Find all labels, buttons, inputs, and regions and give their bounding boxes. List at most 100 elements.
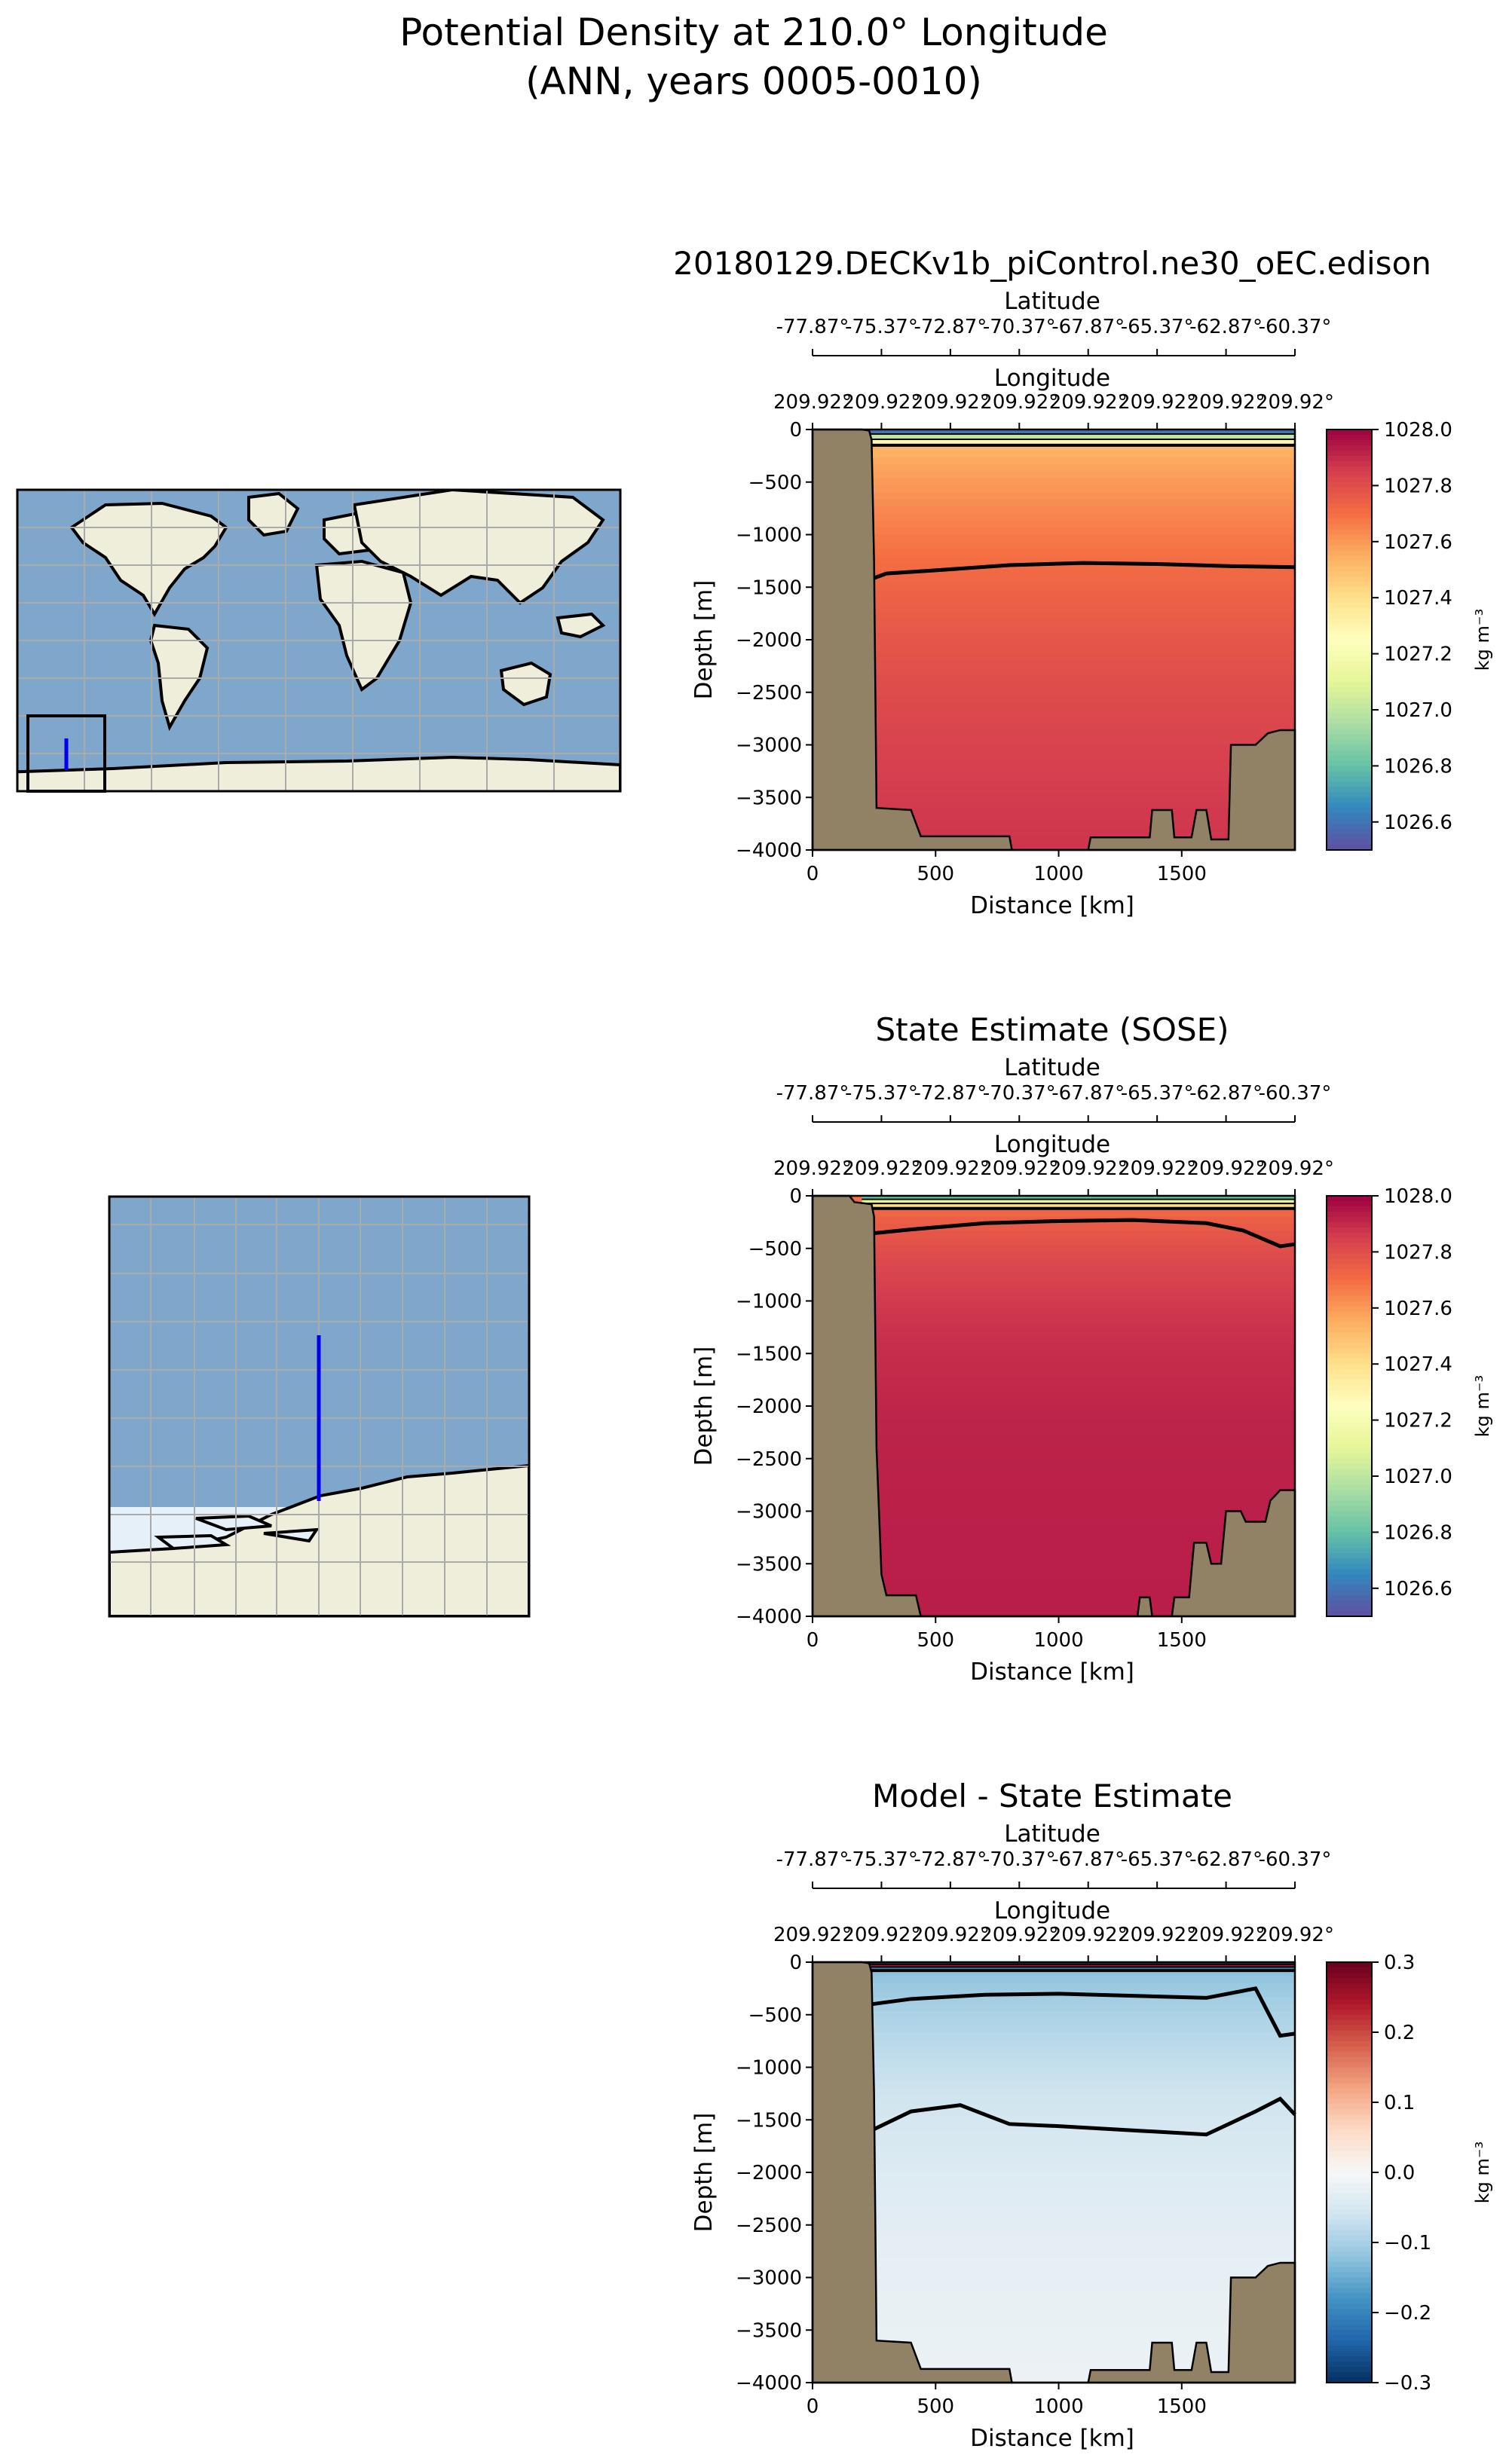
field-band	[813, 1371, 1295, 1379]
latitude-axis-ticks: -77.87°-75.37°-72.87°-70.37°-67.87°-65.3…	[776, 1848, 1331, 1889]
colorbar-segment	[1327, 1316, 1372, 1322]
field-band	[813, 2179, 1295, 2187]
colorbar-segment	[1327, 2256, 1372, 2263]
colorbar-segment	[1327, 608, 1372, 614]
colorbar-segment	[1327, 1432, 1372, 1438]
y-tick-label: −4000	[736, 839, 802, 862]
density-difference-field	[813, 1962, 1295, 2383]
top-tick-label: 209.92°	[773, 1157, 852, 1180]
colorbar-segment	[1327, 1343, 1372, 1349]
colorbar-segment	[1327, 1285, 1372, 1292]
colorbar-ticks: 0.3 0.2 0.1 0.0 −0.1 −0.2 −0.3	[1372, 1952, 1431, 2395]
colorbar-segment	[1327, 2125, 1372, 2131]
field-band	[813, 464, 1295, 472]
top-tick-label: -65.37°	[1121, 1082, 1194, 1105]
colorbar-segment	[1327, 518, 1372, 525]
colorbar-segment	[1327, 2335, 1372, 2341]
top-tick-label: -62.87°	[1189, 316, 1263, 338]
top-tick-label: -77.87°	[776, 316, 849, 338]
top-tick-label: 209.92°	[842, 1157, 920, 1180]
colorbar-segment	[1327, 1359, 1372, 1365]
field-band	[813, 450, 1295, 458]
colorbar-tick-label: 1026.6	[1384, 1578, 1452, 1600]
contour-lines	[868, 1218, 1296, 1249]
colorbar-segment	[1327, 1972, 1372, 1979]
x-axis-ticks: 0 500 1000 1500	[807, 850, 1207, 885]
colorbar-segment	[1327, 2288, 1372, 2294]
y-tick-label: −2000	[736, 2162, 802, 2184]
field-band	[813, 640, 1295, 647]
top-tick-label: -72.87°	[914, 1848, 987, 1871]
colorbar-segment	[1327, 1537, 1372, 1543]
colorbar-segment	[1327, 802, 1372, 809]
top-tick-label: 209.92°	[1187, 1924, 1266, 1946]
field-band	[813, 2102, 1295, 2110]
colorbar-segment	[1327, 2093, 1372, 2099]
field-band	[813, 2319, 1295, 2328]
colorbar-segment	[1327, 2187, 1372, 2194]
colorbar-segment	[1327, 2282, 1372, 2289]
x-axis-ticks: 0 500 1000 1500	[807, 2383, 1207, 2418]
top-tick-label: 209.92°	[911, 391, 990, 414]
y-tick-label: 0	[789, 1952, 802, 1974]
colorbar-segment	[1327, 708, 1372, 714]
field-band	[813, 2298, 1295, 2307]
colorbar-segment	[1327, 713, 1372, 720]
colorbar-segment	[1327, 619, 1372, 625]
colorbar-segment	[1327, 571, 1372, 577]
colorbar-segment	[1327, 2141, 1372, 2147]
colorbar-segment	[1327, 2172, 1372, 2178]
y-axis-label: Depth [m]	[690, 580, 718, 700]
field-band	[813, 2193, 1295, 2201]
field-band	[813, 471, 1295, 479]
colorbar-segment	[1327, 2309, 1372, 2315]
field-band	[813, 1224, 1295, 1232]
field-band	[813, 583, 1295, 592]
colorbar-segment	[1327, 808, 1372, 814]
colorbar-segment	[1327, 1600, 1372, 1606]
y-tick-label: −3500	[736, 1553, 802, 1576]
field-band	[813, 570, 1295, 577]
colorbar-segment	[1327, 2314, 1372, 2320]
field-band	[813, 520, 1295, 528]
y-axis-ticks: 0 −500 −1000 −1500 −2000 −2500 −3000 −3500 −4000	[736, 1185, 813, 1628]
colorbar-segment	[1327, 1511, 1372, 1518]
colorbar-segment	[1327, 2104, 1372, 2110]
field-band	[813, 780, 1295, 787]
colorbar-label: kg m⁻³	[1472, 609, 1493, 671]
colorbar-segment	[1327, 702, 1372, 709]
field-band	[813, 1602, 1295, 1610]
field-band	[813, 1469, 1295, 1477]
field-band	[813, 1413, 1295, 1421]
colorbar-segment	[1327, 1474, 1372, 1481]
field-band	[813, 2109, 1295, 2117]
field-band	[813, 842, 1295, 851]
top-tick-label: 209.92°	[1049, 1924, 1128, 1946]
x-tick-label: 500	[917, 2395, 954, 2418]
field-band	[813, 800, 1295, 809]
surface-band	[862, 1204, 1295, 1209]
colorbar-segment	[1327, 1295, 1372, 1302]
colorbar-segment	[1327, 1590, 1372, 1596]
field-band	[813, 534, 1295, 543]
field-band	[813, 1983, 1295, 1991]
field-band	[813, 1448, 1295, 1456]
colorbar-segment	[1327, 566, 1372, 572]
field-band	[813, 2046, 1295, 2054]
field-band	[813, 1567, 1295, 1575]
field-band	[813, 1490, 1295, 1498]
panel-title: State Estimate (SOSE)	[875, 1011, 1229, 1048]
colorbar-segment	[1327, 1611, 1372, 1617]
field-band	[813, 1252, 1295, 1260]
top-tick-label: 209.92°	[1187, 1157, 1266, 1180]
colorbar-segment	[1327, 1311, 1372, 1318]
field-band	[813, 1399, 1295, 1407]
field-band	[813, 821, 1295, 830]
field-band	[813, 2081, 1295, 2089]
y-tick-label: −2000	[736, 1396, 802, 1418]
field-band	[813, 1997, 1295, 2005]
colorbar-segment	[1327, 582, 1372, 588]
field-band	[813, 723, 1295, 732]
colorbar	[1327, 430, 1372, 851]
x-tick-label: 500	[917, 863, 954, 885]
